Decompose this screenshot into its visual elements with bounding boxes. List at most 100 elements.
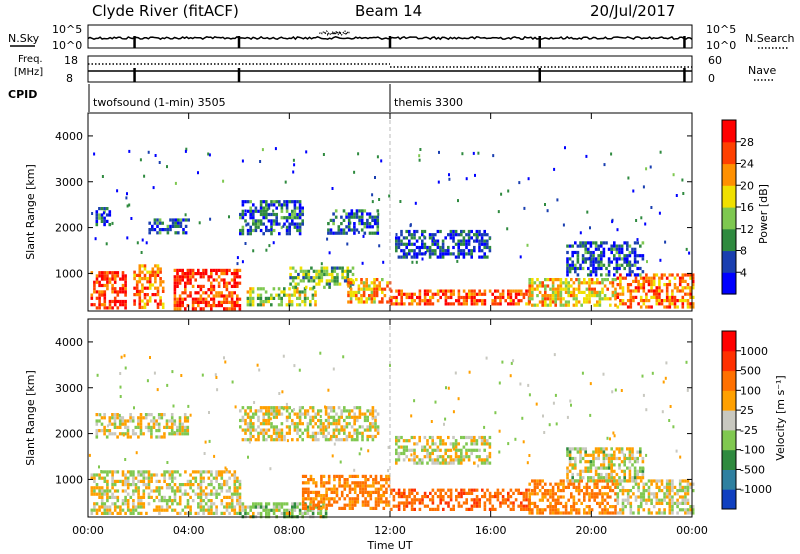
heatmap-cell: [119, 287, 122, 291]
heatmap-cell: [581, 244, 585, 248]
heatmap-cell: [317, 500, 321, 504]
heatmap-cell: [241, 232, 245, 236]
heatmap-cell: [369, 490, 373, 494]
heatmap-cell: [465, 451, 468, 456]
heatmap-cell: [349, 278, 353, 282]
heatmap-cell: [366, 218, 369, 222]
heatmap-cell: [337, 422, 341, 426]
heatmap-cell: [473, 302, 476, 306]
heatmap-cell: [611, 489, 615, 493]
heatmap-cell: [238, 281, 242, 285]
heatmap-cell: [397, 501, 401, 505]
heatmap-cell: [270, 422, 273, 426]
heatmap-cell: [636, 238, 639, 242]
heatmap-cell: [527, 177, 530, 181]
heatmap-cell: [272, 505, 276, 509]
heatmap-cell: [415, 442, 419, 446]
heatmap-cell: [241, 260, 244, 264]
heatmap-cell: [306, 505, 310, 509]
heatmap-cell: [421, 498, 424, 502]
heatmap-cell: [259, 296, 263, 300]
heatmap-cell: [655, 299, 659, 303]
heatmap-cell: [327, 231, 330, 235]
heatmap-cell: [671, 302, 674, 306]
heatmap-cell: [496, 488, 500, 492]
heatmap-cell: [593, 281, 596, 285]
heatmap-cell: [642, 302, 646, 306]
heatmap-cell: [270, 232, 273, 236]
heatmap-cell: [267, 206, 271, 210]
heatmap-cell: [668, 479, 672, 483]
heatmap-cell: [340, 231, 343, 235]
heatmap-cell: [159, 283, 162, 287]
heatmap-cell: [324, 511, 328, 516]
heatmap-cell: [312, 279, 316, 283]
heatmap-cell: [634, 495, 638, 499]
heatmap-cell: [631, 250, 634, 255]
heatmap-cell: [397, 495, 401, 499]
heatmap-cell: [517, 299, 520, 303]
heatmap-cell: [152, 186, 155, 190]
heatmap-cell: [342, 231, 346, 235]
heatmap-cell: [376, 228, 380, 232]
heatmap-cell: [296, 502, 299, 506]
heatmap-cell: [345, 409, 349, 413]
heatmap-cell: [340, 506, 344, 510]
heatmap-cell: [671, 482, 674, 486]
heatmap-cell: [655, 498, 659, 502]
heatmap-cell: [592, 260, 595, 264]
heatmap-cell: [189, 483, 192, 487]
heatmap-cell: [395, 491, 398, 495]
heatmap-cell: [158, 505, 161, 509]
heatmap-cell: [559, 290, 563, 294]
heatmap-cell: [397, 435, 401, 440]
heatmap-cell: [663, 498, 666, 502]
heatmap-cell: [660, 498, 664, 502]
heatmap-cell: [302, 272, 305, 277]
heatmap-cell: [660, 276, 664, 280]
heatmap-cell: [684, 292, 687, 296]
heatmap-cell: [244, 428, 247, 432]
heatmap-cell: [244, 412, 247, 416]
heatmap-cell: [365, 300, 368, 304]
heatmap-cell: [176, 470, 179, 474]
heatmap-cell: [297, 272, 300, 277]
heatmap-cell: [431, 295, 435, 300]
heatmap-cell: [343, 481, 347, 485]
heatmap-cell: [528, 501, 531, 505]
heatmap-cell: [228, 300, 231, 304]
heatmap-cell: [615, 260, 619, 264]
heatmap-cell: [100, 505, 104, 509]
heatmap-cell: [686, 479, 690, 483]
heatmap-cell: [689, 292, 692, 296]
heatmap-cell: [491, 504, 494, 508]
heatmap-cell: [230, 505, 234, 509]
heatmap-cell: [457, 239, 460, 243]
heatmap-cell: [408, 491, 411, 495]
heatmap-cell: [252, 415, 255, 419]
heatmap-cell: [549, 300, 552, 304]
heatmap-cell: [210, 297, 213, 301]
heatmap-cell: [385, 497, 388, 501]
heatmap-cell: [686, 485, 690, 489]
heatmap-cell: [678, 489, 682, 493]
heatmap-cell: [546, 303, 550, 307]
heatmap-cell: [426, 439, 429, 443]
heatmap-cell: [265, 216, 268, 220]
heatmap-cell: [319, 415, 322, 418]
heatmap-cell: [336, 266, 339, 270]
heatmap-cell: [142, 473, 146, 477]
heatmap-cell: [347, 281, 350, 285]
heatmap-cell: [460, 242, 463, 246]
heatmap-cell: [405, 229, 408, 234]
heatmap-cell: [307, 494, 310, 498]
heatmap-cell: [596, 495, 599, 499]
heatmap-cell: [335, 422, 338, 426]
heatmap-cell: [208, 153, 211, 157]
heatmap-cell: [259, 209, 263, 213]
heatmap-cell: [580, 290, 583, 294]
heatmap-cell: [215, 294, 218, 298]
heatmap-cell: [642, 492, 646, 496]
heatmap-cell: [293, 428, 297, 432]
heatmap-cell: [405, 455, 408, 459]
